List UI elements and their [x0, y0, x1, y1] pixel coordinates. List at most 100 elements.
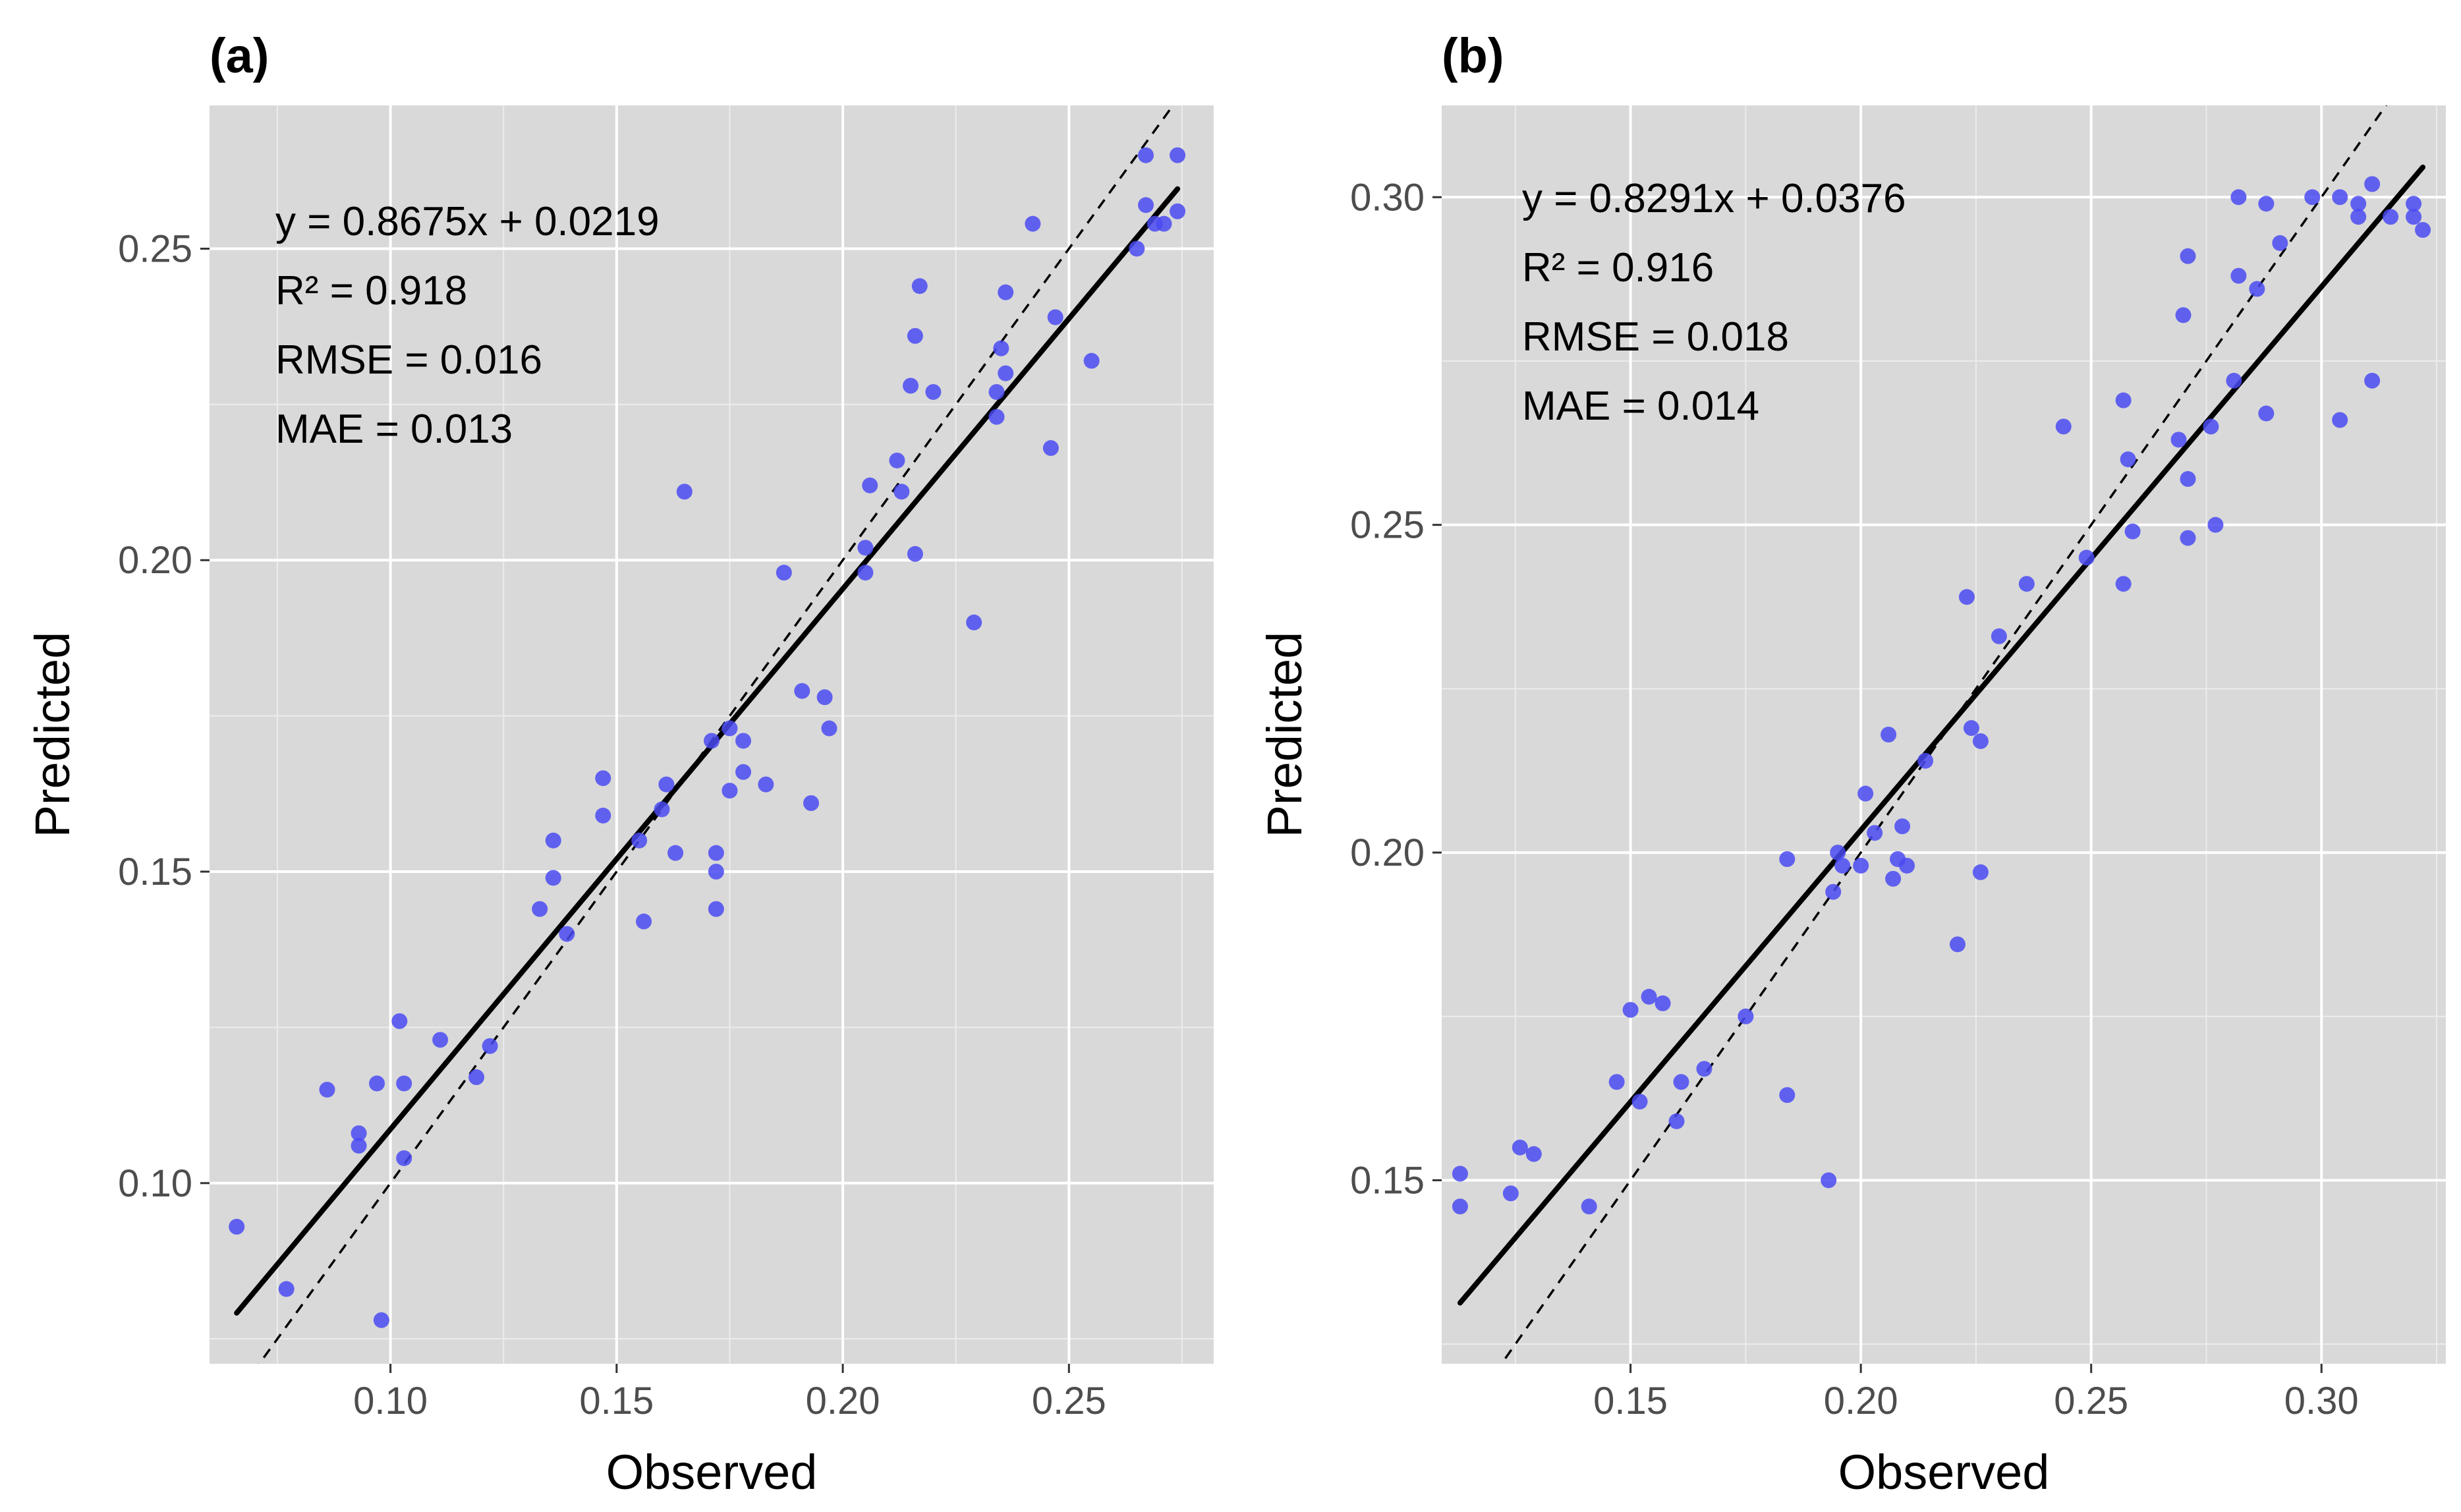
panel-a-data-point [794, 683, 810, 699]
panel-a-data-point [432, 1032, 449, 1048]
panel-b-y-tick-label: 0.25 [1350, 504, 1425, 547]
panel-b-data-point [1452, 1165, 1468, 1182]
panel-a-data-point [708, 901, 724, 917]
panel-a-data-point [595, 770, 611, 787]
panel-b-data-point [2115, 576, 2132, 592]
panel-b-data-point [2018, 576, 2035, 592]
panel-a-data-point [369, 1075, 385, 1092]
panel-b-data-point [2332, 412, 2348, 428]
panel-a-data-point [966, 614, 982, 630]
panel-b-data-point [1958, 589, 1975, 605]
panel-b-data-point [1853, 857, 1869, 874]
panel-a-data-point [676, 484, 693, 500]
panel-b-fit-line [1457, 164, 2426, 1306]
panel-a-data-point [373, 1312, 389, 1328]
panel-a-ticks: 0.10 0.15 0.20 0.25 0.10 0.15 0.20 0.25 [118, 227, 1106, 1422]
panel-b-data-point [1821, 1172, 1837, 1189]
panel-b-label: (b) [1442, 28, 1504, 83]
panel-b-data-point [1830, 845, 1846, 861]
panel-b-data-point [2230, 267, 2247, 284]
panel-a-y-tick-label: 0.25 [118, 227, 192, 270]
panel-a-data-point [1083, 352, 1100, 369]
panel-a-rmse: RMSE = 0.016 [275, 337, 542, 383]
panel-b-data-point [1972, 733, 1989, 749]
panel-b-data-point [1673, 1074, 1689, 1090]
panel-a-data-point [468, 1069, 485, 1086]
panel-a-data-point [907, 327, 923, 344]
panel-b-x-tick-label: 0.25 [2054, 1380, 2128, 1422]
panel-a-data-point [229, 1218, 245, 1235]
panel-a-data-point [911, 278, 928, 294]
panel-b-data-point [2180, 471, 2196, 488]
panel-a-data-point [803, 795, 820, 812]
panel-a: (a) 0.10 0.15 0.20 0.25 0.10 0.15 0.20 0.25 y =… [25, 28, 1214, 1499]
panel-b-y-tick-label: 0.15 [1350, 1159, 1425, 1202]
panel-a-data-point [1129, 240, 1145, 257]
panel-a-mae: MAE = 0.013 [275, 406, 513, 452]
panel-b-x-axis-title: Observed [1838, 1445, 2050, 1499]
panel-b-data-point [2078, 549, 2095, 566]
panel-b-lines [1457, 105, 2426, 1364]
panel-a-data-point [735, 764, 752, 780]
panel-a-data-point [654, 801, 670, 818]
panel-b-data-point [1885, 870, 1902, 887]
panel-a-data-point [998, 284, 1014, 300]
panel-b-data-point [2230, 189, 2247, 206]
panel-b-data-point [2364, 176, 2381, 192]
panel-b-data-point [1738, 1008, 1754, 1024]
panel-a-data-point [893, 484, 910, 500]
panel-b-data-point [1825, 883, 1842, 900]
panel-a-data-point [993, 340, 1009, 356]
panel-a-data-point [857, 540, 874, 556]
panel-b-data-point [2226, 372, 2242, 389]
panel-b-data-point [1622, 1001, 1639, 1018]
panel-a-data-point [998, 365, 1014, 381]
panel-a-data-point [351, 1125, 367, 1142]
panel-a-x-tick-label: 0.15 [579, 1380, 654, 1422]
panel-a-data-point [721, 720, 738, 737]
panel-a-y-tick-label: 0.15 [118, 851, 192, 893]
panel-b-data-point [2115, 392, 2132, 408]
panel-a-data-point [636, 913, 652, 930]
panel-b: (b) 0.15 0.20 0.25 0.30 0.15 0.20 0.25 0.30 y =… [1257, 28, 2446, 1499]
panel-b-data-point [2124, 523, 2141, 540]
panel-a-data-point [1170, 147, 1186, 163]
panel-a-points [229, 147, 1186, 1328]
panel-b-mae: MAE = 0.014 [1522, 383, 1759, 429]
panel-a-data-point [545, 870, 561, 886]
panel-b-data-point [1867, 825, 1883, 841]
panel-a-data-point [735, 733, 752, 749]
panel-a-data-point [816, 689, 833, 706]
panel-a-y-axis-title: Predicted [25, 632, 80, 838]
panel-b-data-point [1512, 1139, 1528, 1156]
panel-b-data-point [1581, 1198, 1597, 1215]
panel-b-ticks: 0.15 0.20 0.25 0.30 0.15 0.20 0.25 0.30 [1350, 176, 2359, 1422]
panel-a-label: (a) [210, 28, 269, 83]
panel-a-data-point [862, 477, 878, 493]
panel-b-x-tick-label: 0.30 [2284, 1380, 2359, 1422]
panel-b-y-axis-title: Predicted [1257, 632, 1312, 838]
panel-b-grid [1442, 105, 2446, 1364]
panel-b-data-point [1779, 851, 1796, 868]
panel-a-data-point [1025, 215, 1041, 232]
panel-a-data-point [396, 1075, 412, 1092]
panel-a-x-tick-label: 0.20 [806, 1380, 880, 1422]
panel-a-data-point [1047, 309, 1063, 325]
panel-b-data-point [1857, 785, 1874, 802]
panel-a-data-point [857, 565, 874, 581]
panel-b-x-tick-label: 0.15 [1593, 1380, 1668, 1422]
panel-a-data-point [776, 565, 792, 581]
panel-b-data-point [1452, 1198, 1468, 1215]
panel-b-data-point [2272, 235, 2288, 251]
panel-b-data-point [2332, 189, 2348, 206]
panel-b-data-point [1881, 727, 1897, 742]
panel-b-data-point [2350, 209, 2367, 225]
panel-b-data-point [1949, 936, 1966, 953]
panel-a-data-point [1170, 203, 1186, 219]
panel-b-data-point [2170, 432, 2187, 448]
panel-b-data-point [2406, 196, 2422, 212]
panel-b-data-point [2120, 451, 2136, 468]
panel-b-data-point [1899, 857, 1915, 874]
panel-a-y-tick-label: 0.10 [118, 1162, 192, 1205]
panel-b-data-point [2364, 372, 2381, 389]
